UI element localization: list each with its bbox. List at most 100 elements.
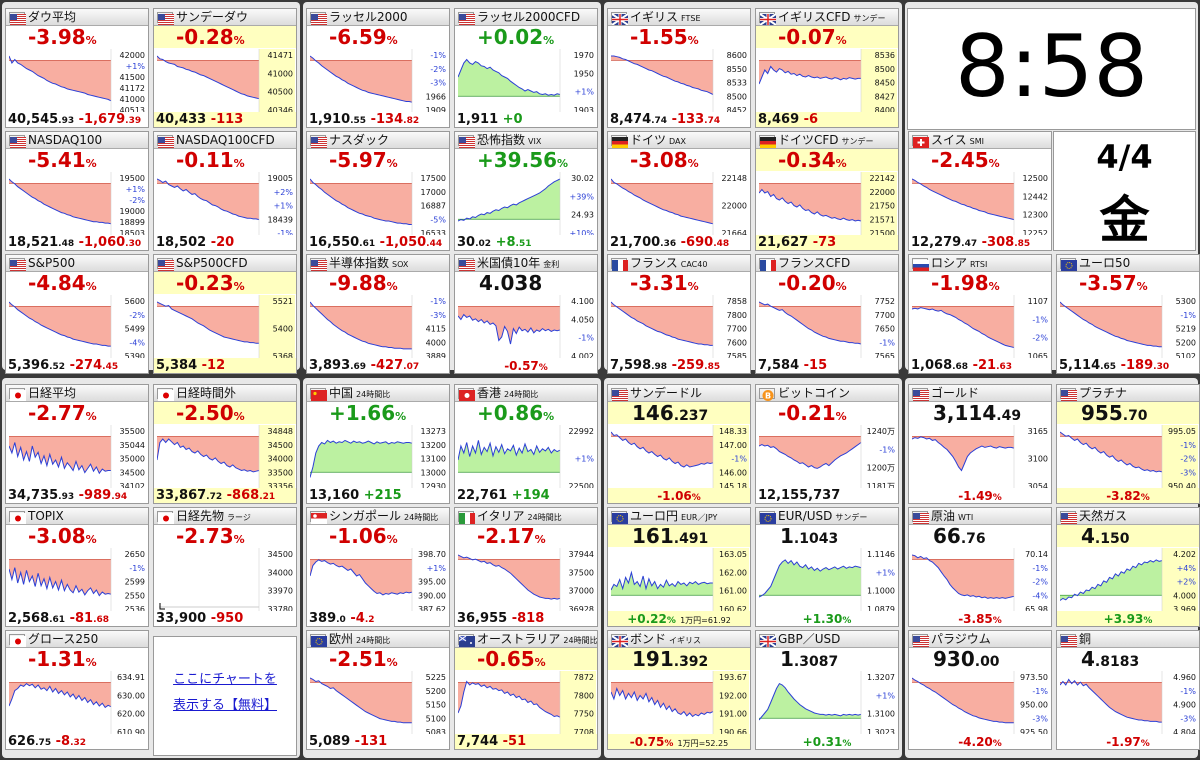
card-chart[interactable]: 1.1146 +1% 1.1000 1.0879 [758,548,897,614]
card-chart[interactable]: 7752 7700 7650 -1% 7565 [758,295,897,361]
market-card-nasdaqcfd[interactable]: NASDAQ100CFD -0.11% 19005 +2% +1% 18439 -1% 18,… [153,131,297,251]
market-card-vix[interactable]: 恐怖指数 VIX +39.56% 30.02 +39% 24.93 +10% 30.02 +8… [454,131,598,251]
card-chart[interactable]: 37944 37500 37000 36928 [457,548,596,614]
card-chart[interactable]: 163.05 162.00 161.00 160.62 [610,548,749,614]
market-card-bond[interactable]: ボンド イギリス 191.392 193.67 192.00 191.00 190.66 -0… [607,630,751,750]
market-card-dax[interactable]: ドイツ DAX -3.08% 22148 22000 21664 21,700.36 -69… [607,131,751,251]
card-chart[interactable]: 22992 +1% 22500 [457,425,596,491]
card-chart[interactable]: 398.70 +1% 395.00 390.00 387.62 [309,548,448,614]
market-card-au[interactable]: オーストラリア 24時間比 -0.65% 7872 7800 7750 7708 7,744 … [454,630,598,750]
card-header[interactable]: GBP／USD [756,631,898,648]
card-header[interactable]: B ビットコイン [756,385,898,402]
card-header[interactable]: S&P500 [6,255,148,272]
market-card-sox[interactable]: 半導体指数 SOX -9.88% -1% -3% 4115 4000 3889 3,893.69… [306,254,450,374]
market-card-palladium[interactable]: パラジウム 930.00 973.50 -1% 950.00 -3% 925.50 -4.20… [908,630,1052,750]
market-card-nasdaq100[interactable]: NASDAQ100 -5.41% 19500 +1% -2% 19000 18899 1850… [5,131,149,251]
card-chart[interactable]: 5600 -2% 5499 -4% 5390 [8,295,147,361]
market-card-cac40cfd[interactable]: フランスCFD -0.20% 7752 7700 7650 -1% 7565 7,584 -1… [755,254,899,374]
market-card-ftse[interactable]: イギリス FTSE -1.55% 8600 8550 8533 8500 8452 8,474.… [607,8,751,128]
card-chart[interactable]: 70.14 -1% -2% -4% 65.98 [911,548,1050,614]
card-header[interactable]: シンガポール 24時間比 [307,508,449,525]
ad-line-2[interactable]: 表示する【無料】 [172,698,277,713]
market-card-natgas[interactable]: 天然ガス 4.150 4.202 +4% +2% 4.000 3.969 +3.93% [1056,507,1200,627]
card-header[interactable]: TOPIX [6,508,148,525]
free-chart-ad[interactable]: ここにチャートを 表示する【無料】 [153,636,297,756]
market-card-dow[interactable]: ダウ平均 -3.98% 42000 +1% 41500 41172 41000 40513 40… [5,8,149,128]
card-header[interactable]: ナスダック [307,132,449,149]
card-header[interactable]: オーストラリア 24時間比 [455,631,597,648]
market-card-gbpusd[interactable]: GBP／USD 1.3087 1.3207 +1% 1.3100 1.3023 +0.31% [755,630,899,750]
market-card-daxcfd[interactable]: ドイツCFD サンデー -0.34% 22142 22000 21750 21571 2150… [755,131,899,251]
market-card-usdjpy[interactable]: サンデードル 146.237 148.33 147.00 -1% 146.00 145.18… [607,384,751,504]
market-card-hk[interactable]: 香港 24時間比 +0.86% 22992 +1% 22500 22,761 +194 [454,384,598,504]
market-card-sp500[interactable]: S&P500 -4.84% 5600 -2% 5499 -4% 5390 5,396.52 -… [5,254,149,374]
card-header[interactable]: ユーロ50 [1057,255,1199,272]
market-card-it[interactable]: イタリア 24時間比 -2.17% 37944 37500 37000 36928 36,95… [454,507,598,627]
card-header[interactable]: NASDAQ100 [6,132,148,149]
card-header[interactable]: パラジウム [909,631,1051,648]
card-chart[interactable]: 34848 34500 34000 33500 33356 [156,425,295,491]
market-card-r2000cfd[interactable]: ラッセル2000CFD +0.02% 1970 1950 +1% 1903 1,911 +0 [454,8,598,128]
card-chart[interactable]: 42000 +1% 41500 41172 41000 40513 [8,49,147,115]
market-card-copper[interactable]: 銅 4.8183 4.960 -1% 4.900 -3% 4.804 -1.97% [1056,630,1200,750]
card-chart[interactable]: 19005 +2% +1% 18439 -1% [156,172,295,238]
market-card-sg[interactable]: シンガポール 24時間比 -1.06% 398.70 +1% 395.00 390.00 38… [306,507,450,627]
card-chart[interactable]: 4.202 +4% +2% 4.000 3.969 [1059,548,1198,614]
card-chart[interactable]: 995.05 -1% -2% -3% 950.40 [1059,425,1198,491]
card-header[interactable]: イギリス FTSE [608,9,750,26]
card-chart[interactable]: 5300 -1% 5219 5200 5102 [1059,295,1198,361]
card-header[interactable]: 日経平均 [6,385,148,402]
card-chart[interactable]: 193.67 192.00 191.00 190.66 [610,671,749,737]
card-header[interactable]: サンデーダウ [154,9,296,26]
card-chart[interactable]: 4.960 -1% 4.900 -3% 4.804 [1059,671,1198,737]
card-header[interactable]: サンデードル [608,385,750,402]
card-header[interactable]: NASDAQ100CFD [154,132,296,149]
card-chart[interactable]: 2650 -1% 2599 2550 2536 [8,548,147,614]
market-card-crude[interactable]: 原油 WTI 66.76 70.14 -1% -2% -4% 65.98 -3.85% [908,507,1052,627]
card-chart[interactable]: 30.02 +39% 24.93 +10% [457,172,596,238]
market-card-eu[interactable]: 欧州 24時間比 -2.51% 5225 5200 5150 5100 5083 5,089 -… [306,630,450,750]
market-card-smi[interactable]: スイス SMI -2.45% 12500 12442 12300 12252 12,279.4… [908,131,1052,251]
card-header[interactable]: EUR/USD サンデー [756,508,898,525]
card-header[interactable]: イタリア 24時間比 [455,508,597,525]
card-chart[interactable]: 634.91 630.00 620.00 610.90 [8,671,147,737]
card-header[interactable]: 米国債10年 金利 [455,255,597,272]
card-chart[interactable]: 7858 7800 7700 7600 7585 [610,295,749,361]
card-chart[interactable]: 973.50 -1% 950.00 -3% 925.50 [911,671,1050,737]
card-chart[interactable]: 148.33 147.00 -1% 146.00 145.18 [610,425,749,491]
market-card-sundow[interactable]: サンデーダウ -0.28% 41471 41000 40500 40346 40,433 -… [153,8,297,128]
card-chart[interactable]: 35500 35044 35000 34500 34102 [8,425,147,491]
market-card-gold[interactable]: ゴールド 3,114.49 3165 3100 3054 -1.49% [908,384,1052,504]
card-header[interactable]: ボンド イギリス [608,631,750,648]
market-card-cac40[interactable]: フランス CAC40 -3.31% 7858 7800 7700 7600 7585 7,598… [607,254,751,374]
market-card-r2000[interactable]: ラッセル2000 -6.59% -1% -2% -3% 1966 1909 1,910.55 … [306,8,450,128]
card-chart[interactable]: 1107 -1% -2% 1065 [911,295,1050,361]
card-header[interactable]: 銅 [1057,631,1199,648]
market-card-eurusd[interactable]: EUR/USD サンデー 1.1043 1.1146 +1% 1.1000 1.0879 +1… [755,507,899,627]
market-card-rtsi[interactable]: ロシア RTSI -1.98% 1107 -1% -2% 1065 1,068.68 -21.… [908,254,1052,374]
market-card-sp500cfd[interactable]: S&P500CFD -0.23% 5521 5400 5368 5,384 -12 [153,254,297,374]
market-card-china[interactable]: 中国 24時間比 +1.66% 13273 13200 13100 13000 12930 13… [306,384,450,504]
market-card-g250[interactable]: グロース250 -1.31% 634.91 630.00 620.00 610.90 626… [5,630,149,750]
market-card-platinum[interactable]: プラチナ 955.70 995.05 -1% -2% -3% 950.40 -3.82% [1056,384,1200,504]
market-card-ftsecfd[interactable]: イギリスCFD サンデー -0.07% 8536 8500 8450 8427 8400 8,4… [755,8,899,128]
card-header[interactable]: フランス CAC40 [608,255,750,272]
card-chart[interactable]: 3165 3100 3054 [911,425,1050,491]
market-card-btc[interactable]: B ビットコイン -0.21% 1240万 -1% 1200万 1181万 12,155,73… [755,384,899,504]
card-header[interactable]: ドイツCFD サンデー [756,132,898,149]
market-card-nasdaq[interactable]: ナスダック -5.97% 17500 17000 16887 -5% 16533 16,550… [306,131,450,251]
card-chart[interactable]: 1.3207 +1% 1.3100 1.3023 [758,671,897,737]
card-chart[interactable]: 34500 34000 33970 33780 [157,548,295,614]
card-chart[interactable]: 8600 8550 8533 8500 8452 [611,49,749,115]
card-chart[interactable]: 5521 5400 5368 [156,295,295,361]
card-chart[interactable]: 4.100 4.050 -1% 4.002 [457,295,596,361]
card-chart[interactable]: -1% -2% -3% 1966 1909 [309,49,448,115]
card-header[interactable]: 中国 24時間比 [307,385,449,402]
card-chart[interactable]: 12500 12442 12300 12252 [911,172,1050,238]
market-card-eurjpy[interactable]: ユーロ円 EUR／JPY 161.491 163.05 162.00 161.00 160.… [607,507,751,627]
market-card-n225fut[interactable]: 日経先物 ラージ -2.73% 34500 34000 33970 33780 33,900 … [153,507,297,627]
card-chart[interactable]: 7872 7800 7750 7708 [457,671,596,737]
card-chart[interactable]: 13273 13200 13100 13000 12930 [309,425,448,491]
card-header[interactable]: イギリスCFD サンデー [756,9,898,26]
card-chart[interactable]: 17500 17000 16887 -5% 16533 [309,172,448,238]
